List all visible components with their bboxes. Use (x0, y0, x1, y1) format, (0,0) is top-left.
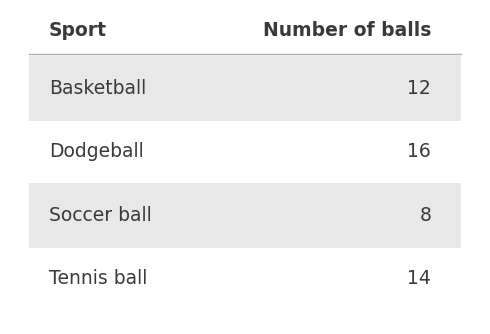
Text: Dodgeball: Dodgeball (49, 143, 144, 161)
Text: 8: 8 (419, 206, 431, 225)
Bar (29, 56, 461, 121)
Bar (29, 183, 461, 248)
Text: Soccer ball: Soccer ball (49, 206, 152, 225)
Text: 16: 16 (408, 143, 431, 161)
Text: 14: 14 (407, 270, 431, 288)
Text: 12: 12 (408, 79, 431, 98)
Text: Number of balls: Number of balls (263, 21, 431, 39)
Text: Basketball: Basketball (49, 79, 146, 98)
Text: Tennis ball: Tennis ball (49, 270, 147, 288)
Text: Sport: Sport (49, 21, 107, 39)
